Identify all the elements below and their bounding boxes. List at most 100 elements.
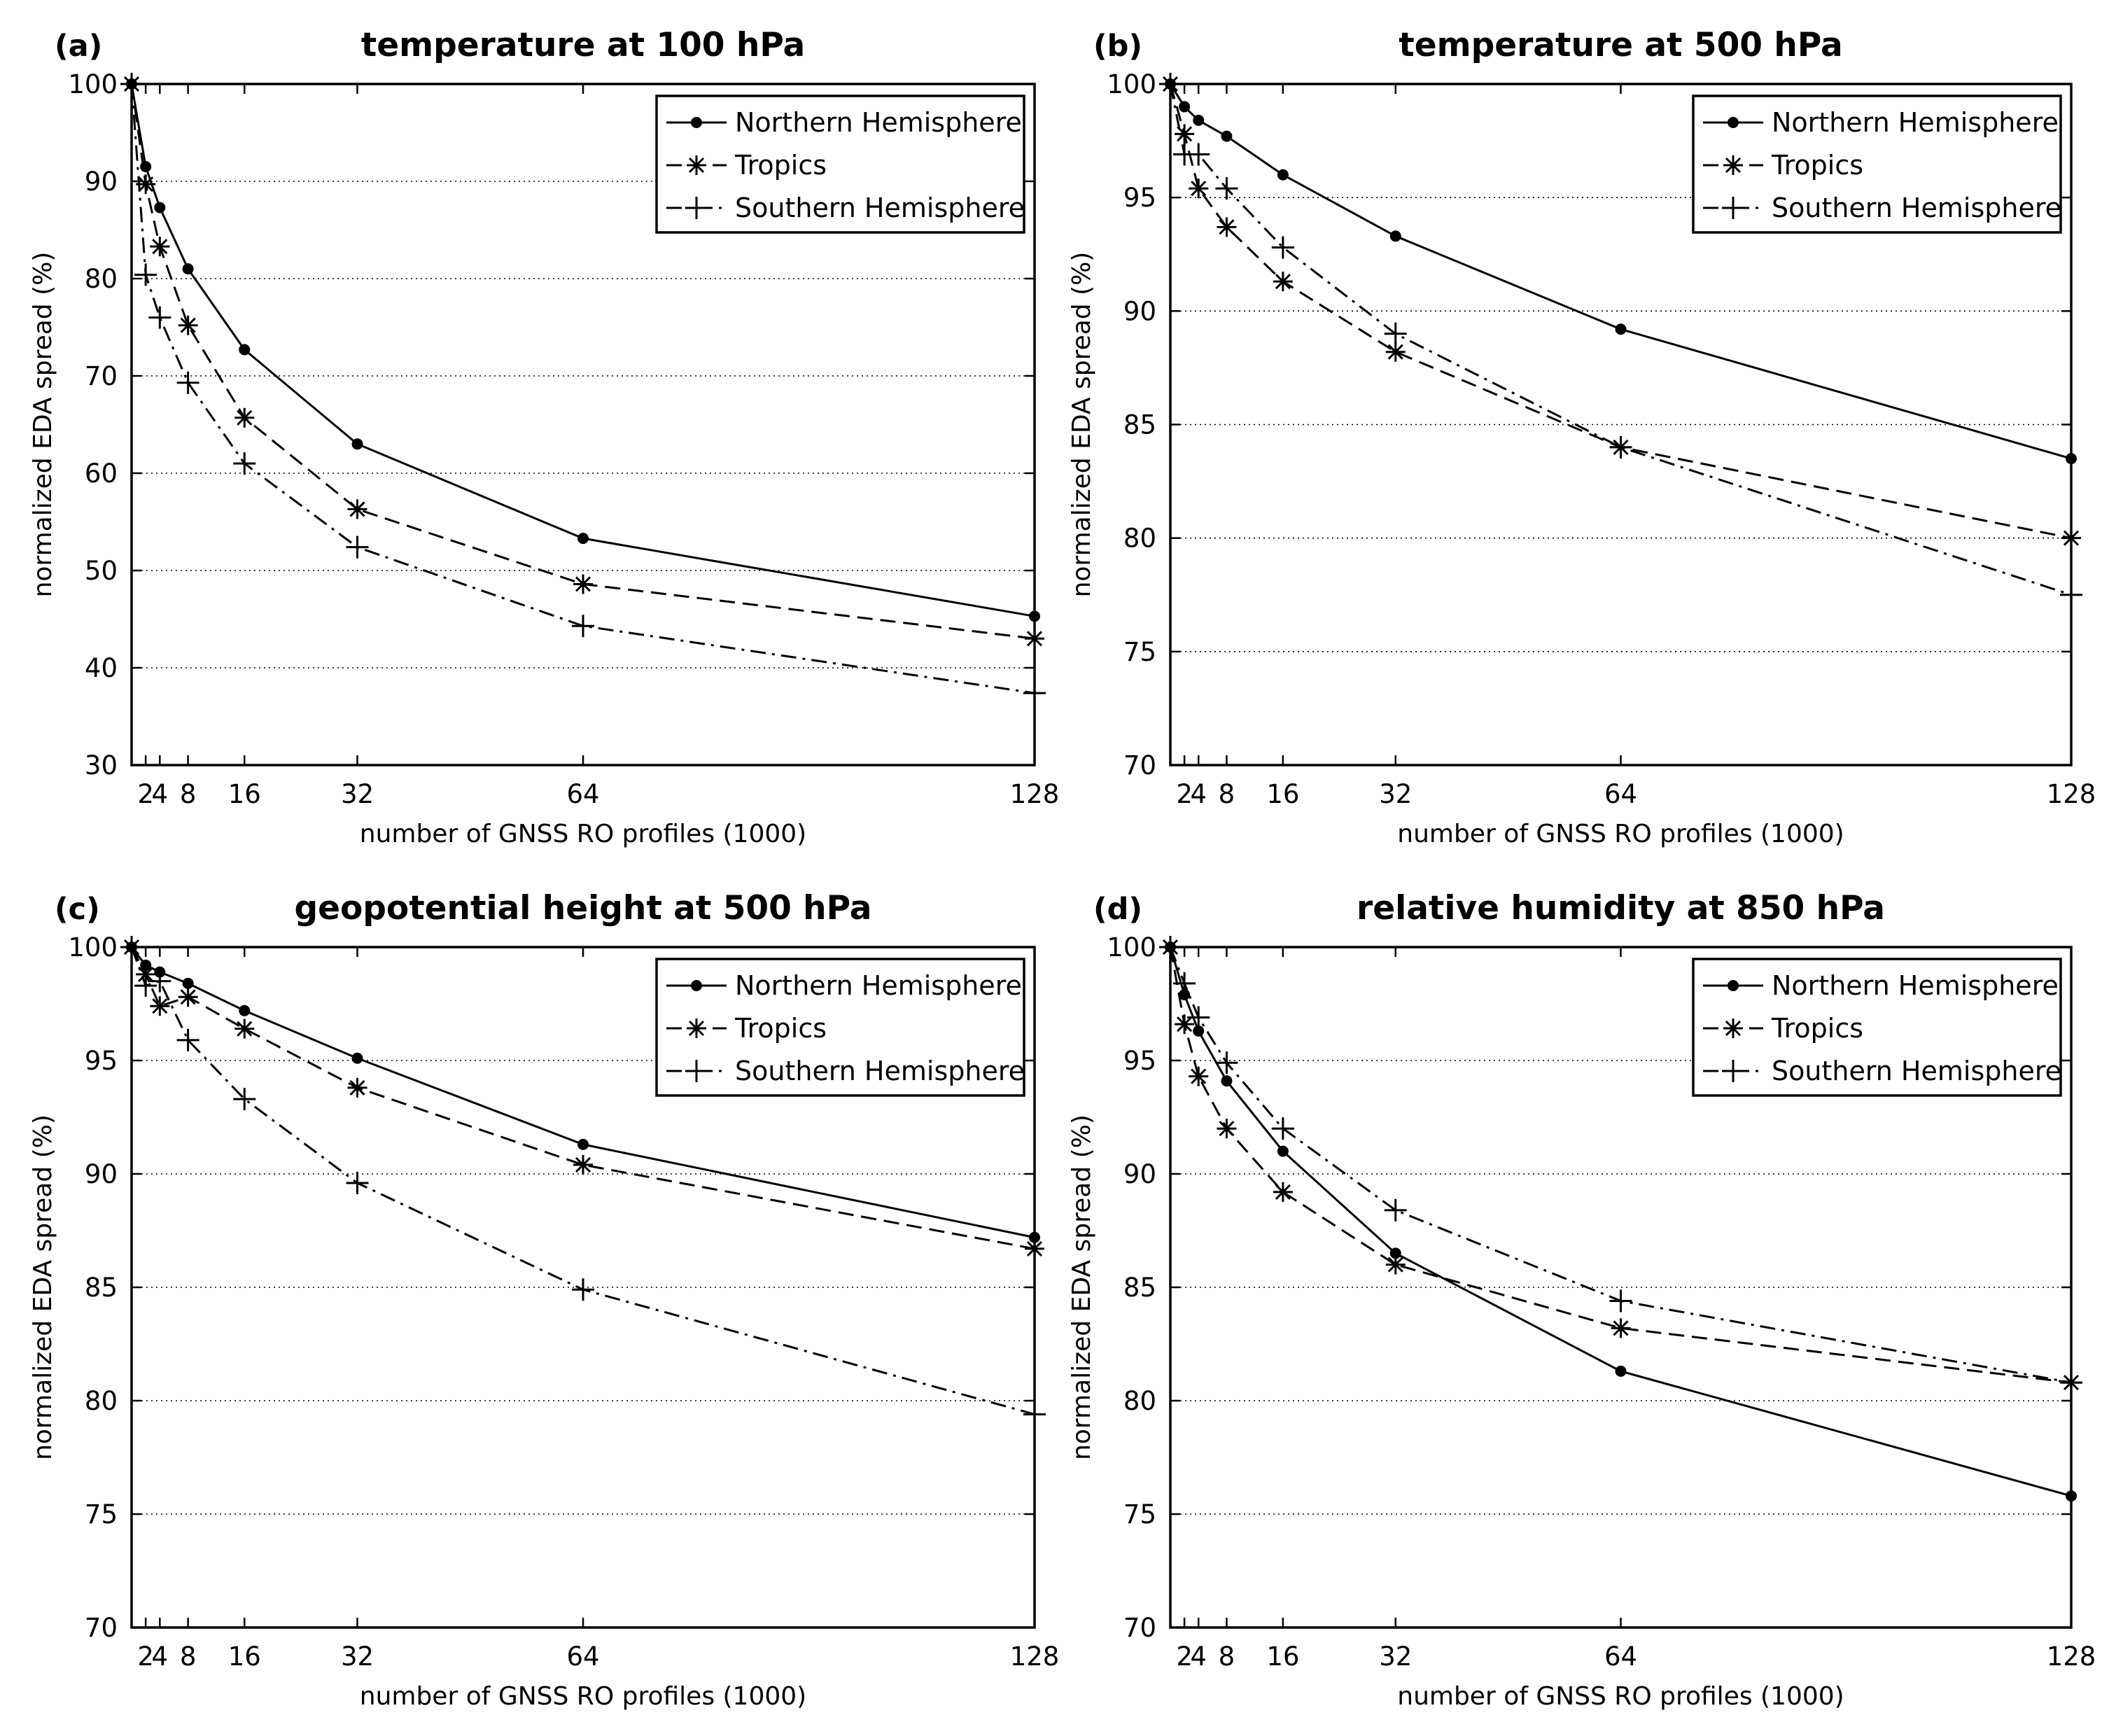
data-point: [2061, 528, 2081, 548]
data-point: [1175, 1014, 1195, 1035]
data-point: [176, 1028, 199, 1051]
legend: Northern Hemisphere Tropics Southern Hemis…: [1692, 94, 2062, 234]
data-point: [1271, 1117, 1294, 1140]
x-tick-label: 16: [228, 779, 261, 809]
data-point: [120, 936, 143, 958]
data-point: [1159, 936, 1182, 958]
data-point: [1029, 1231, 1040, 1243]
x-axis-label: number of GNSS RO profiles (1000): [360, 820, 806, 848]
data-point: [134, 974, 157, 997]
series-line: [1169, 946, 2072, 1384]
y-tick-label: 100: [68, 932, 118, 962]
y-tick-label: 100: [1107, 69, 1156, 99]
data-point: [1615, 1365, 1627, 1377]
data-point: [1193, 1025, 1205, 1037]
x-axis-label: number of GNSS RO profiles (1000): [1397, 1682, 1844, 1711]
data-point: [1271, 236, 1294, 259]
data-point: [1189, 178, 1209, 199]
data-point: [1389, 1247, 1401, 1259]
data-point: [1221, 130, 1233, 142]
data-point: [1273, 1182, 1293, 1202]
legend-marker: [1728, 980, 1739, 991]
x-tick-label: 2: [137, 779, 154, 809]
legend-label: Tropics: [734, 150, 827, 181]
data-point: [1217, 1119, 1237, 1139]
data-point: [346, 536, 369, 559]
series-line: [130, 946, 1035, 1250]
data-point: [347, 1077, 367, 1098]
y-tick-label: 90: [85, 167, 118, 197]
x-axis-label: number of GNSS RO profiles (1000): [360, 1682, 806, 1711]
legend-label: Northern Hemisphere: [735, 107, 1022, 138]
data-point: [178, 315, 198, 335]
data-point: [1389, 230, 1401, 242]
panel-title: geopotential height at 500 hPa: [294, 889, 871, 927]
y-tick-label: 50: [85, 556, 118, 586]
y-tick-label: 80: [85, 1386, 118, 1416]
legend-label: Southern Hemisphere: [735, 192, 1025, 223]
legend-marker: [1722, 1060, 1744, 1082]
x-tick-label: 4: [1190, 1642, 1207, 1672]
y-tick-label: 40: [85, 653, 118, 683]
series-line: [1169, 946, 2072, 1497]
y-tick-label: 80: [1123, 524, 1156, 554]
legend-marker: [1723, 1018, 1743, 1038]
data-point: [1384, 322, 1407, 345]
panel-title: relative humidity at 850 hPa: [1357, 889, 1885, 927]
data-point: [120, 73, 143, 95]
series-line: [1169, 83, 2072, 540]
data-point: [1215, 1051, 1238, 1074]
data-point: [1159, 73, 1182, 95]
x-tick-label: 8: [1219, 779, 1235, 809]
series-southern-hemisphere: [1159, 936, 2082, 1394]
x-tick-label: 8: [180, 1642, 197, 1672]
legend-label: Northern Hemisphere: [1772, 970, 2059, 1001]
data-point: [351, 438, 363, 450]
series-northern-hemisphere: [1165, 941, 2077, 1502]
data-point: [1187, 1006, 1210, 1029]
legend-label: Southern Hemisphere: [735, 1056, 1025, 1086]
y-tick-label: 85: [85, 1273, 118, 1303]
data-point: [150, 237, 170, 257]
data-point: [1385, 342, 1406, 362]
series-line: [130, 83, 1035, 617]
data-point: [233, 452, 256, 475]
data-point: [134, 263, 157, 286]
data-point: [577, 1138, 589, 1150]
data-point: [178, 987, 198, 1007]
data-point: [572, 1278, 594, 1301]
y-tick-label: 70: [85, 361, 118, 391]
data-point: [1179, 101, 1191, 113]
data-point: [148, 306, 171, 329]
data-point: [1189, 1066, 1209, 1086]
data-point: [1385, 1254, 1406, 1275]
series-northern-hemisphere: [1165, 78, 2077, 465]
legend-label: Tropics: [734, 1013, 827, 1044]
data-point: [1175, 124, 1195, 144]
y-axis-label: normalized EDA spread (%): [29, 1114, 57, 1460]
y-tick-label: 85: [1123, 410, 1156, 440]
x-tick-label: 8: [1219, 1642, 1235, 1672]
legend-marker: [685, 1060, 708, 1082]
x-tick-label: 128: [1010, 779, 1060, 809]
data-point: [150, 996, 170, 1016]
data-point: [1611, 1318, 1631, 1338]
y-tick-label: 95: [85, 1046, 118, 1076]
legend-label: Southern Hemisphere: [1772, 1056, 2061, 1086]
data-point: [176, 371, 199, 394]
y-tick-label: 70: [1123, 1613, 1156, 1643]
data-point: [1615, 323, 1627, 335]
data-point: [1193, 114, 1205, 126]
series-line: [1169, 946, 2072, 1384]
x-tick-label: 32: [1379, 779, 1412, 809]
series-tropics: [122, 937, 1044, 1259]
data-point: [239, 1004, 251, 1016]
legend-label: Northern Hemisphere: [735, 970, 1022, 1001]
x-axis-label: number of GNSS RO profiles (1000): [1397, 820, 1844, 848]
data-point: [346, 1171, 369, 1194]
data-point: [1277, 1145, 1289, 1157]
x-tick-label: 8: [180, 779, 197, 809]
legend-label: Southern Hemisphere: [1772, 192, 2061, 223]
panel-label: (b): [1093, 29, 1142, 64]
